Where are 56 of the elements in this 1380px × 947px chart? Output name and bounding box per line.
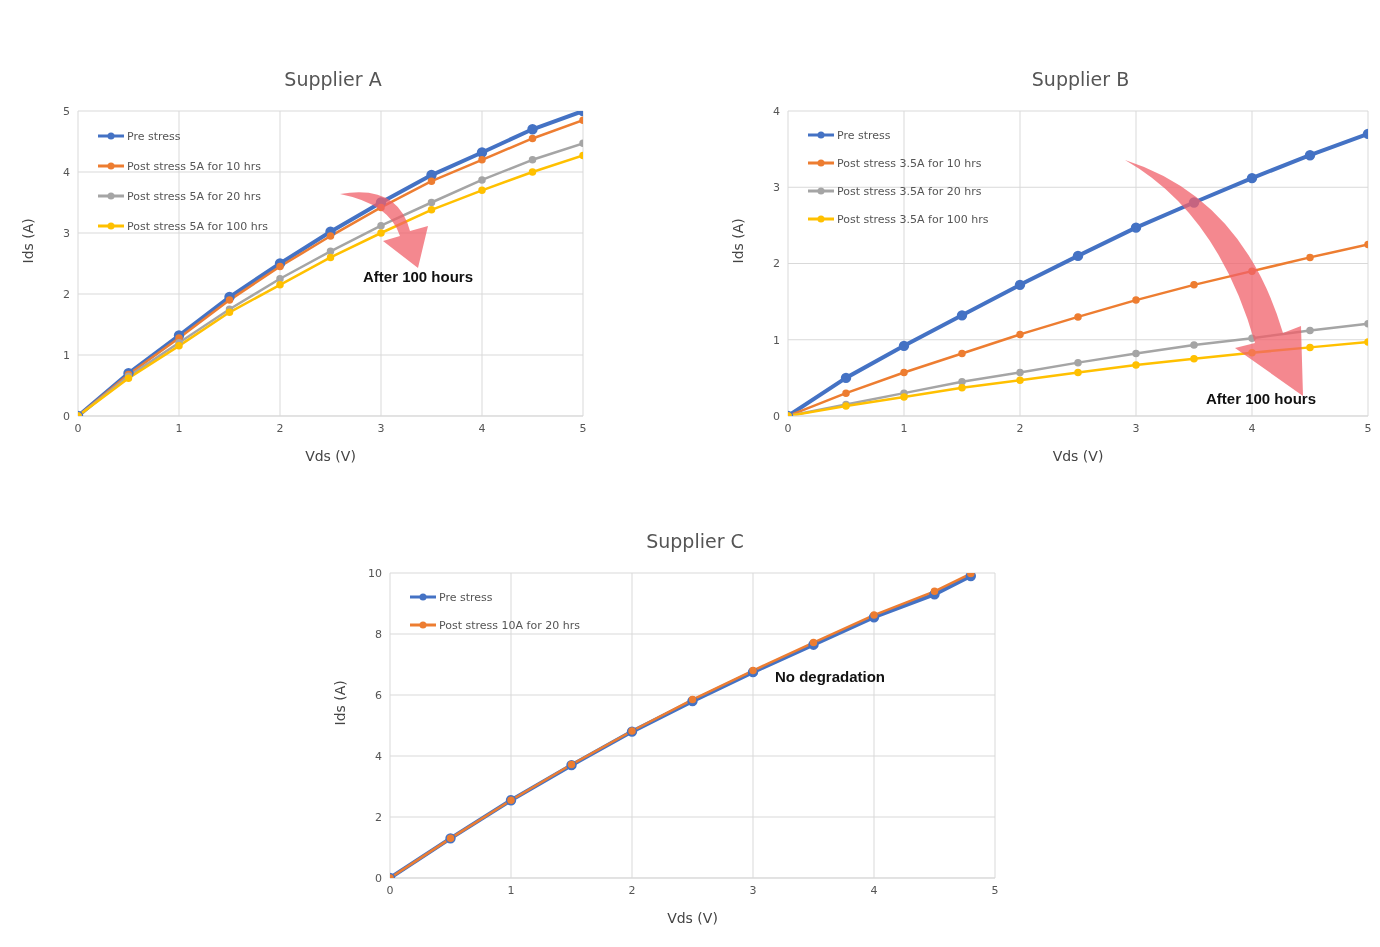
legend-label: Post stress 10A for 20 hrs — [439, 618, 580, 632]
x-tick-label: 4 — [1248, 421, 1256, 435]
x-tick-label: 4 — [870, 883, 878, 897]
chart-title: Supplier A — [283, 68, 383, 92]
x-tick-label: 0 — [386, 883, 394, 897]
y-tick-label: 5 — [63, 104, 70, 118]
y-tick-label: 4 — [375, 749, 382, 763]
y-axis-title: Ids (A) — [729, 218, 746, 264]
x-tick-label: 0 — [74, 421, 82, 435]
legend-label: Post stress 3.5A for 20 hrs — [837, 184, 982, 198]
annotation: After 100 hours — [1206, 390, 1317, 407]
annotation: After 100 hours — [363, 268, 474, 285]
x-tick-label: 1 — [507, 883, 515, 897]
y-tick-label: 2 — [63, 287, 70, 301]
y-tick-label: 2 — [375, 810, 382, 824]
y-tick-label: 10 — [368, 566, 382, 580]
y-tick-label: 4 — [63, 165, 70, 179]
y-axis-title: Ids (A) — [331, 680, 348, 726]
x-tick-label: 1 — [175, 421, 183, 435]
x-tick-label: 5 — [579, 421, 587, 435]
x-tick-label: 2 — [276, 421, 284, 435]
legend-label: Post stress 5A for 100 hrs — [127, 219, 268, 233]
y-tick-label: 2 — [773, 257, 780, 271]
y-tick-label: 0 — [375, 871, 382, 885]
legend-label: Post stress 5A for 10 hrs — [127, 159, 261, 173]
x-tick-label: 2 — [628, 883, 636, 897]
legend-label: Post stress 3.5A for 10 hrs — [837, 156, 982, 170]
y-tick-label: 6 — [375, 688, 382, 702]
x-tick-label: 5 — [991, 883, 999, 897]
annotation: No degradation — [775, 668, 886, 685]
x-axis-title: Vds (V) — [667, 910, 718, 926]
legend-label: Post stress 5A for 20 hrs — [127, 189, 261, 203]
y-tick-label: 8 — [375, 627, 382, 641]
x-tick-label: 5 — [1364, 421, 1372, 435]
x-axis-title: Vds (V) — [305, 448, 356, 464]
y-tick-label: 3 — [773, 181, 780, 195]
y-tick-label: 1 — [63, 348, 70, 362]
x-tick-label: 1 — [900, 421, 908, 435]
y-tick-label: 4 — [773, 104, 780, 118]
legend-label: Pre stress — [439, 590, 493, 604]
x-tick-label: 3 — [1132, 421, 1140, 435]
y-tick-label: 0 — [773, 409, 780, 423]
legend-label: Pre stress — [127, 129, 181, 143]
legend-label: Post stress 3.5A for 100 hrs — [837, 212, 989, 226]
x-tick-label: 0 — [784, 421, 792, 435]
x-tick-label: 4 — [478, 421, 486, 435]
x-axis-title: Vds (V) — [1052, 448, 1104, 464]
y-tick-label: 0 — [63, 409, 70, 423]
y-tick-label: 3 — [63, 226, 70, 240]
x-tick-label: 2 — [1016, 421, 1024, 435]
x-tick-label: 3 — [749, 883, 757, 897]
y-axis-title: Ids (A) — [19, 218, 36, 264]
y-tick-label: 1 — [773, 333, 780, 347]
chart-title: Supplier C — [645, 530, 745, 554]
chart-title: Supplier B — [1030, 68, 1131, 92]
legend-label: Pre stress — [837, 128, 891, 142]
